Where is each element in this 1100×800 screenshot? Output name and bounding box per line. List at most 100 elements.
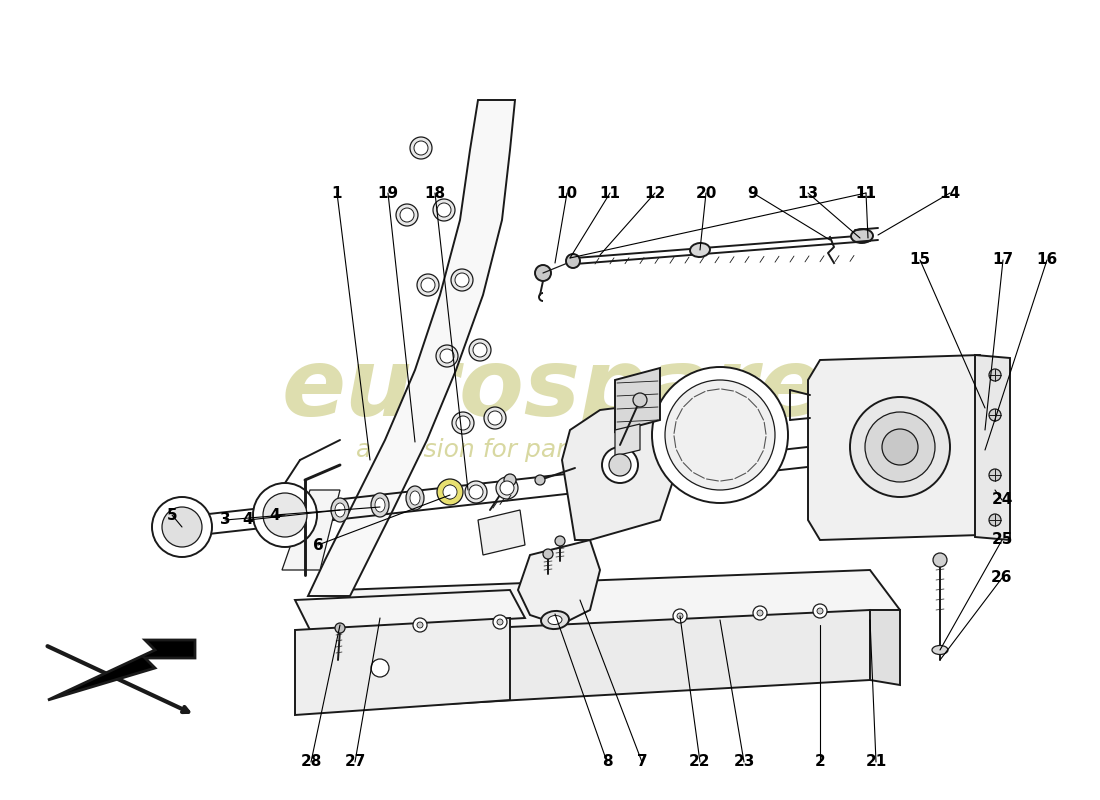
Ellipse shape <box>851 229 873 243</box>
Circle shape <box>496 477 518 499</box>
Text: 28: 28 <box>300 754 321 770</box>
Text: 3: 3 <box>220 513 230 527</box>
Circle shape <box>152 497 212 557</box>
Circle shape <box>989 469 1001 481</box>
Circle shape <box>437 479 463 505</box>
Polygon shape <box>340 610 870 710</box>
Circle shape <box>437 203 451 217</box>
Circle shape <box>676 613 683 619</box>
Text: 26: 26 <box>991 570 1013 586</box>
Polygon shape <box>808 355 990 540</box>
Text: 19: 19 <box>377 186 398 201</box>
Circle shape <box>933 553 947 567</box>
Polygon shape <box>615 424 640 456</box>
Text: 14: 14 <box>939 186 960 201</box>
Text: 12: 12 <box>645 186 665 201</box>
Text: 10: 10 <box>557 186 578 201</box>
Circle shape <box>469 485 483 499</box>
Text: 22: 22 <box>690 754 711 770</box>
Circle shape <box>484 407 506 429</box>
Circle shape <box>673 609 688 623</box>
Circle shape <box>421 278 434 292</box>
Polygon shape <box>518 540 600 625</box>
Ellipse shape <box>690 243 710 257</box>
Circle shape <box>417 622 424 628</box>
Circle shape <box>817 608 823 614</box>
Circle shape <box>500 481 514 495</box>
Polygon shape <box>562 405 680 540</box>
Text: 20: 20 <box>695 186 717 201</box>
Circle shape <box>989 514 1001 526</box>
Text: a passion for parts since 1985: a passion for parts since 1985 <box>356 438 734 462</box>
Circle shape <box>412 618 427 632</box>
Text: 16: 16 <box>1036 253 1057 267</box>
Circle shape <box>504 474 516 486</box>
Circle shape <box>473 343 487 357</box>
Text: 11: 11 <box>600 186 620 201</box>
Circle shape <box>989 409 1001 421</box>
Ellipse shape <box>441 480 459 504</box>
Text: 7: 7 <box>637 754 647 770</box>
Circle shape <box>566 254 580 268</box>
Circle shape <box>865 412 935 482</box>
Text: 24: 24 <box>991 493 1013 507</box>
Circle shape <box>162 507 202 547</box>
Circle shape <box>336 623 345 633</box>
Text: 1: 1 <box>332 186 342 201</box>
Text: 4: 4 <box>243 513 253 527</box>
Text: eurospares: eurospares <box>282 344 879 436</box>
Text: 8: 8 <box>602 754 613 770</box>
Text: 11: 11 <box>856 186 877 201</box>
Circle shape <box>443 485 456 499</box>
Circle shape <box>488 411 502 425</box>
Circle shape <box>989 369 1001 381</box>
Circle shape <box>455 273 469 287</box>
Polygon shape <box>615 368 660 432</box>
Circle shape <box>632 393 647 407</box>
Circle shape <box>493 615 507 629</box>
Ellipse shape <box>410 491 420 505</box>
Circle shape <box>371 659 389 677</box>
Polygon shape <box>478 510 525 555</box>
Polygon shape <box>48 640 195 700</box>
Text: 2: 2 <box>815 754 825 770</box>
Circle shape <box>535 475 544 485</box>
Circle shape <box>602 447 638 483</box>
Ellipse shape <box>541 611 569 629</box>
Ellipse shape <box>548 615 562 625</box>
Polygon shape <box>975 355 1010 540</box>
Circle shape <box>396 204 418 226</box>
Circle shape <box>436 345 458 367</box>
Circle shape <box>556 536 565 546</box>
Circle shape <box>543 549 553 559</box>
Circle shape <box>535 265 551 281</box>
Polygon shape <box>340 570 900 635</box>
Ellipse shape <box>375 498 385 512</box>
Ellipse shape <box>446 485 455 499</box>
Circle shape <box>253 483 317 547</box>
Text: 17: 17 <box>992 253 1013 267</box>
Text: 11: 11 <box>856 186 877 201</box>
Circle shape <box>469 339 491 361</box>
Circle shape <box>417 274 439 296</box>
Circle shape <box>452 412 474 434</box>
Polygon shape <box>295 618 510 715</box>
Text: 27: 27 <box>344 754 365 770</box>
Circle shape <box>451 269 473 291</box>
Polygon shape <box>870 610 900 685</box>
Circle shape <box>410 137 432 159</box>
Polygon shape <box>295 590 525 630</box>
Ellipse shape <box>406 486 424 510</box>
Circle shape <box>882 429 918 465</box>
Ellipse shape <box>336 503 345 517</box>
Text: 15: 15 <box>910 253 931 267</box>
Circle shape <box>666 380 776 490</box>
Circle shape <box>813 604 827 618</box>
Circle shape <box>263 493 307 537</box>
Circle shape <box>414 141 428 155</box>
Text: 5: 5 <box>167 507 177 522</box>
Circle shape <box>456 416 470 430</box>
Text: 25: 25 <box>991 533 1013 547</box>
Circle shape <box>433 199 455 221</box>
Circle shape <box>440 349 454 363</box>
